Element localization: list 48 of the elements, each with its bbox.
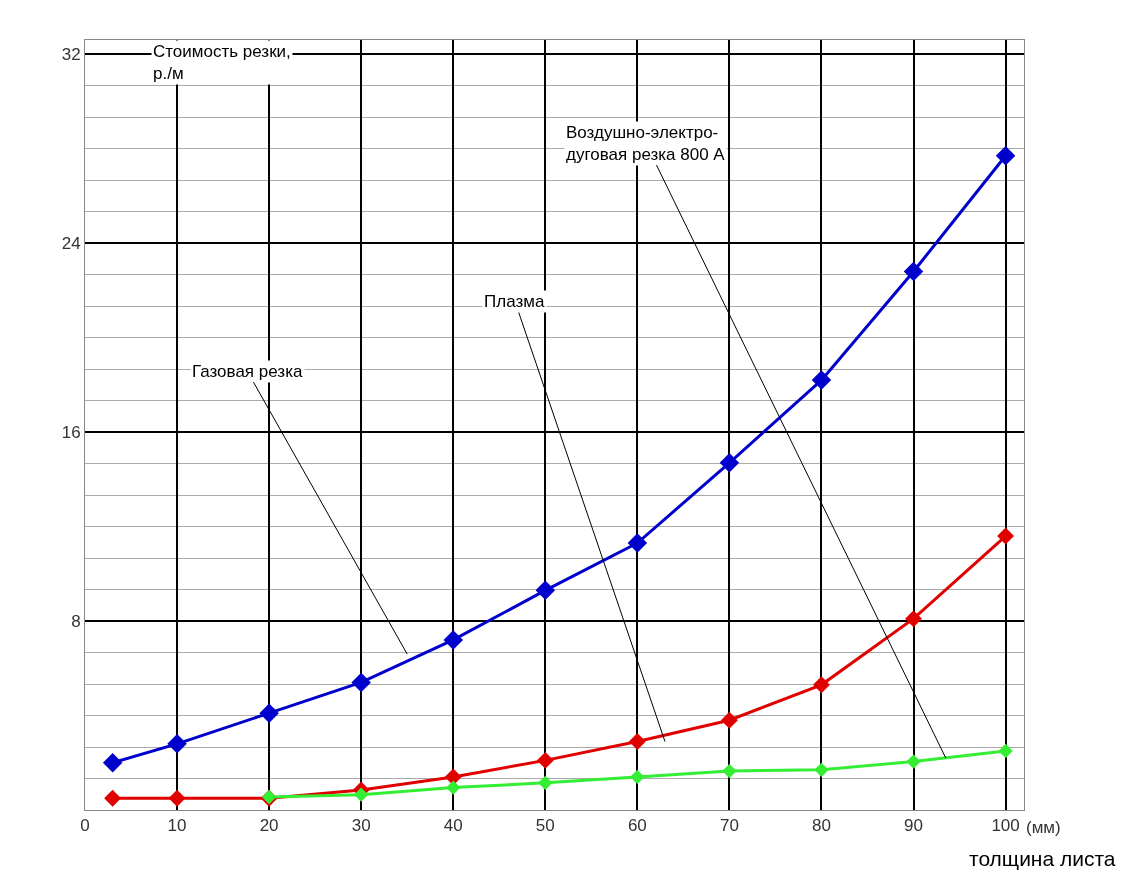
- point: [102, 753, 123, 773]
- x-tick-label: 40: [443, 816, 463, 836]
- point: [997, 527, 1015, 545]
- x-tick-label: 50: [535, 816, 555, 836]
- x-tick-label: 30: [351, 816, 371, 836]
- point: [536, 751, 554, 769]
- point: [104, 789, 122, 807]
- point: [905, 610, 922, 628]
- point: [903, 261, 924, 282]
- y-tick-label: 8: [71, 611, 81, 631]
- point: [443, 630, 463, 650]
- point: [811, 370, 832, 390]
- x-tick-label: 20: [259, 816, 279, 836]
- y-axis-title: Стоимость резки, р./м: [153, 42, 291, 84]
- annotation: Воздушно-электро- дуговая резка 800 А: [566, 123, 726, 165]
- point: [628, 733, 646, 750]
- point: [259, 703, 279, 723]
- point: [354, 787, 369, 802]
- x-tick-label: 80: [812, 816, 831, 836]
- point: [535, 580, 556, 601]
- point: [906, 754, 921, 769]
- y-tick-label: 16: [61, 423, 81, 443]
- y-tick-label: 24: [61, 234, 81, 254]
- y-tick-label: 32: [61, 45, 81, 65]
- x-tick-label: 0: [80, 816, 90, 836]
- point: [722, 763, 737, 779]
- x-tick-label: 70: [719, 816, 739, 836]
- point: [446, 780, 461, 795]
- text: (мм): [1026, 818, 1061, 837]
- point: [630, 769, 645, 785]
- x-tick-label: 60: [627, 816, 647, 836]
- point: [168, 789, 186, 807]
- point: [995, 145, 1016, 166]
- x-tick-label: 90: [904, 816, 923, 836]
- point: [720, 711, 738, 729]
- x-tick-label: 10: [167, 816, 187, 836]
- point: [998, 743, 1013, 759]
- point: [813, 676, 830, 694]
- annotation: Плазма: [484, 292, 545, 311]
- point: [814, 762, 829, 777]
- point: [627, 533, 648, 553]
- point: [351, 672, 371, 693]
- point: [167, 734, 187, 754]
- annotation: Газовая резка: [192, 362, 303, 381]
- point: [538, 775, 553, 790]
- x-tick-label: 100: [991, 816, 1020, 836]
- point: [719, 453, 740, 473]
- x-axis-title: толщина листа: [969, 847, 1116, 870]
